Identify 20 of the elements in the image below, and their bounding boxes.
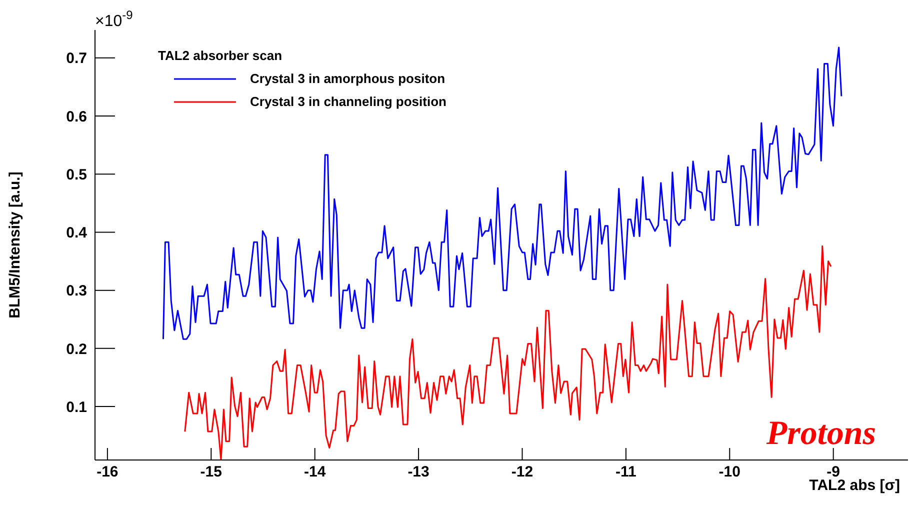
text: ×10$^{-9}$ (95, 8, 134, 30)
legend-title: TAL2 absorber scan (158, 48, 284, 63)
y-tick-label: 0.7 (66, 50, 87, 68)
x-tick-label: -11 (616, 464, 636, 481)
legend-label: Crystal 3 in channeling position (250, 94, 446, 109)
y-tick-label: 0.6 (66, 108, 87, 126)
x-tick-label: -14 (304, 464, 326, 481)
y-tick-label: 0.3 (66, 282, 87, 300)
x-tick-label: -12 (511, 464, 534, 481)
annotation: Protons (765, 415, 876, 452)
y-tick-label: 0.5 (66, 166, 87, 184)
x-tick-label: -13 (408, 464, 430, 481)
x-tick-label: -10 (718, 464, 740, 481)
y-tick-label: 0.4 (66, 224, 88, 242)
x-tick-label: -16 (96, 464, 118, 481)
y-axis-title: BLM5/Intensity [a.u.] (6, 172, 24, 318)
x-tick-label: -15 (200, 464, 222, 481)
y-tick-label: 0.1 (66, 398, 87, 416)
y-tick-label: 0.2 (66, 340, 87, 358)
legend-label: Crystal 3 in amorphous positon (250, 71, 446, 86)
